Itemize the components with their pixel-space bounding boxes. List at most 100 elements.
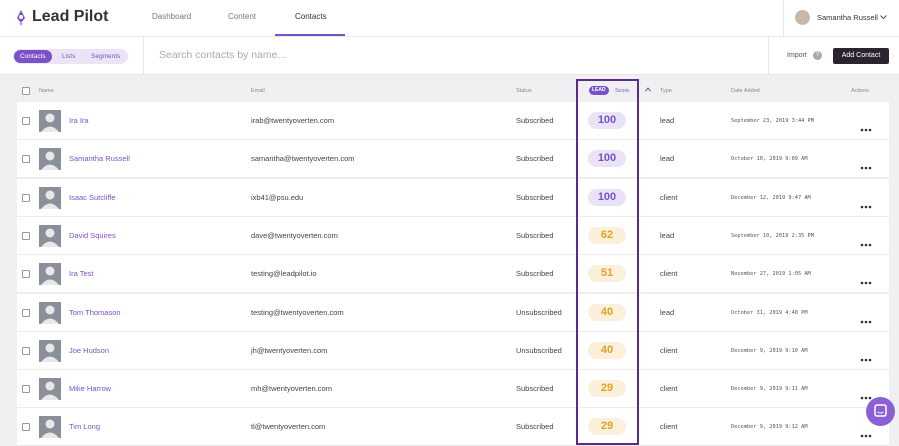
contact-status: Subscribed <box>516 192 554 202</box>
row-checkbox[interactable] <box>22 155 30 164</box>
column-header[interactable]: Date Added <box>731 88 760 94</box>
date-added: September 23, 2019 3:44 PM <box>731 118 814 124</box>
add-contact-button[interactable]: Add Contact <box>833 48 889 64</box>
user-name[interactable]: Samantha Russell <box>817 13 878 22</box>
contact-type: client <box>660 422 678 432</box>
lead-score: 40 <box>588 341 626 359</box>
contact-name[interactable]: Mike Harrow <box>69 384 112 394</box>
contact-type: client <box>660 345 678 355</box>
date-added: December 9, 2019 9:10 AM <box>731 347 808 354</box>
view-pill[interactable]: Segments <box>91 53 121 60</box>
lead-score: 40 <box>588 303 626 321</box>
row-actions[interactable] <box>860 234 872 247</box>
row-checkbox[interactable] <box>22 385 30 394</box>
row-actions[interactable] <box>860 349 872 362</box>
date-added: September 10, 2019 2:35 PM <box>731 232 814 239</box>
date-added: December 9, 2019 9:12 AM <box>731 424 808 431</box>
date-added: October 10, 2019 9:09 AM <box>731 156 808 163</box>
contact-name[interactable]: Ira Test <box>69 269 94 279</box>
row-checkbox[interactable] <box>22 193 30 202</box>
chat-button[interactable] <box>866 397 895 426</box>
row-actions[interactable] <box>860 157 872 170</box>
row <box>17 255 889 294</box>
contact-email: mh@twentyoverten.com <box>251 384 332 394</box>
contact-email: ixb41@psu.edu <box>251 192 304 202</box>
sort-arrow[interactable] <box>645 87 651 92</box>
contact-name[interactable]: Tom Thomason <box>69 307 121 317</box>
contact-avatar <box>39 110 61 132</box>
contact-avatar <box>39 301 61 324</box>
contact-avatar <box>39 148 61 171</box>
lead-score: 51 <box>588 265 626 283</box>
contact-email: jh@twentyoverten.com <box>251 345 328 355</box>
contact-name[interactable]: Joe Hudson <box>69 345 110 355</box>
row-checkbox[interactable] <box>22 117 30 125</box>
date-added: November 27, 2019 1:05 AM <box>731 271 811 278</box>
date-added: December 9, 2019 9:11 AM <box>731 386 808 393</box>
contact-email: testing@twentyoverten.com <box>251 307 344 317</box>
contact-name[interactable]: Samantha Russell <box>69 154 130 164</box>
contact-avatar <box>39 224 61 247</box>
chevron[interactable] <box>880 15 887 20</box>
nav-tab-active[interactable]: Contacts <box>295 12 327 21</box>
select-all-checkbox[interactable] <box>22 87 30 95</box>
nav-tab[interactable]: Content <box>228 12 257 21</box>
view-pill-active[interactable]: Contacts <box>14 50 52 63</box>
row-checkbox[interactable] <box>22 270 30 279</box>
row-actions[interactable] <box>860 272 872 285</box>
date-added: October 31, 2019 4:40 PM <box>731 309 808 316</box>
lead-score: 29 <box>588 418 626 436</box>
lead-score: 100 <box>588 150 626 168</box>
row-checkbox[interactable] <box>22 231 30 240</box>
logo-icon <box>17 10 25 26</box>
help-icon[interactable]: ? <box>813 51 822 60</box>
row-actions[interactable] <box>860 387 872 400</box>
row <box>17 370 889 409</box>
lead-score: 29 <box>588 380 626 398</box>
import-link[interactable]: Import <box>787 52 807 59</box>
column-header[interactable]: Score <box>615 88 630 94</box>
contact-type: client <box>660 192 678 202</box>
contact-name[interactable]: David Squires <box>69 230 116 240</box>
contact-type: lead <box>660 154 675 164</box>
column-header[interactable]: Type <box>660 88 672 94</box>
row-checkbox[interactable] <box>22 308 30 317</box>
column-header[interactable]: Email <box>251 88 265 94</box>
row-actions[interactable] <box>860 311 872 323</box>
contact-name[interactable]: Tim Long <box>69 422 100 432</box>
row <box>17 216 889 255</box>
contact-type: lead <box>660 230 675 240</box>
contact-avatar <box>39 186 61 209</box>
row-checkbox[interactable] <box>22 346 30 355</box>
user-avatar[interactable] <box>795 10 810 25</box>
contact-name[interactable]: Isaac Sutcliffe <box>69 192 116 202</box>
view-pill[interactable]: Lists <box>62 53 76 60</box>
contact-name[interactable]: Ira Ira <box>69 116 89 125</box>
contact-avatar <box>39 339 61 362</box>
row-actions[interactable] <box>860 119 872 132</box>
contact-status: Subscribed <box>516 230 554 240</box>
column-header[interactable]: Name <box>39 88 54 94</box>
row-checkbox[interactable] <box>22 423 30 432</box>
contact-email: irab@twentyoverten.com <box>251 116 335 125</box>
row <box>17 331 889 370</box>
nav-tab[interactable]: Dashboard <box>152 12 192 21</box>
row-actions[interactable] <box>860 425 872 438</box>
contact-type: client <box>660 384 678 394</box>
row <box>17 178 889 217</box>
active-underline <box>275 34 345 36</box>
row <box>17 140 889 179</box>
contact-type: lead <box>660 116 675 125</box>
contact-status: Unsubscribed <box>516 307 562 317</box>
contact-status: Subscribed <box>516 154 554 164</box>
row-actions[interactable] <box>860 196 872 208</box>
contact-email: tl@twentyoverten.com <box>251 422 326 432</box>
contact-email: dave@twentyoverten.com <box>251 230 338 240</box>
date-added: December 12, 2019 9:47 AM <box>731 194 811 201</box>
divider <box>783 0 784 37</box>
row <box>17 293 889 332</box>
column-header[interactable]: Status <box>516 88 532 94</box>
search-input[interactable]: Search contacts by name... <box>159 49 287 61</box>
column-header: Actions <box>851 88 870 94</box>
